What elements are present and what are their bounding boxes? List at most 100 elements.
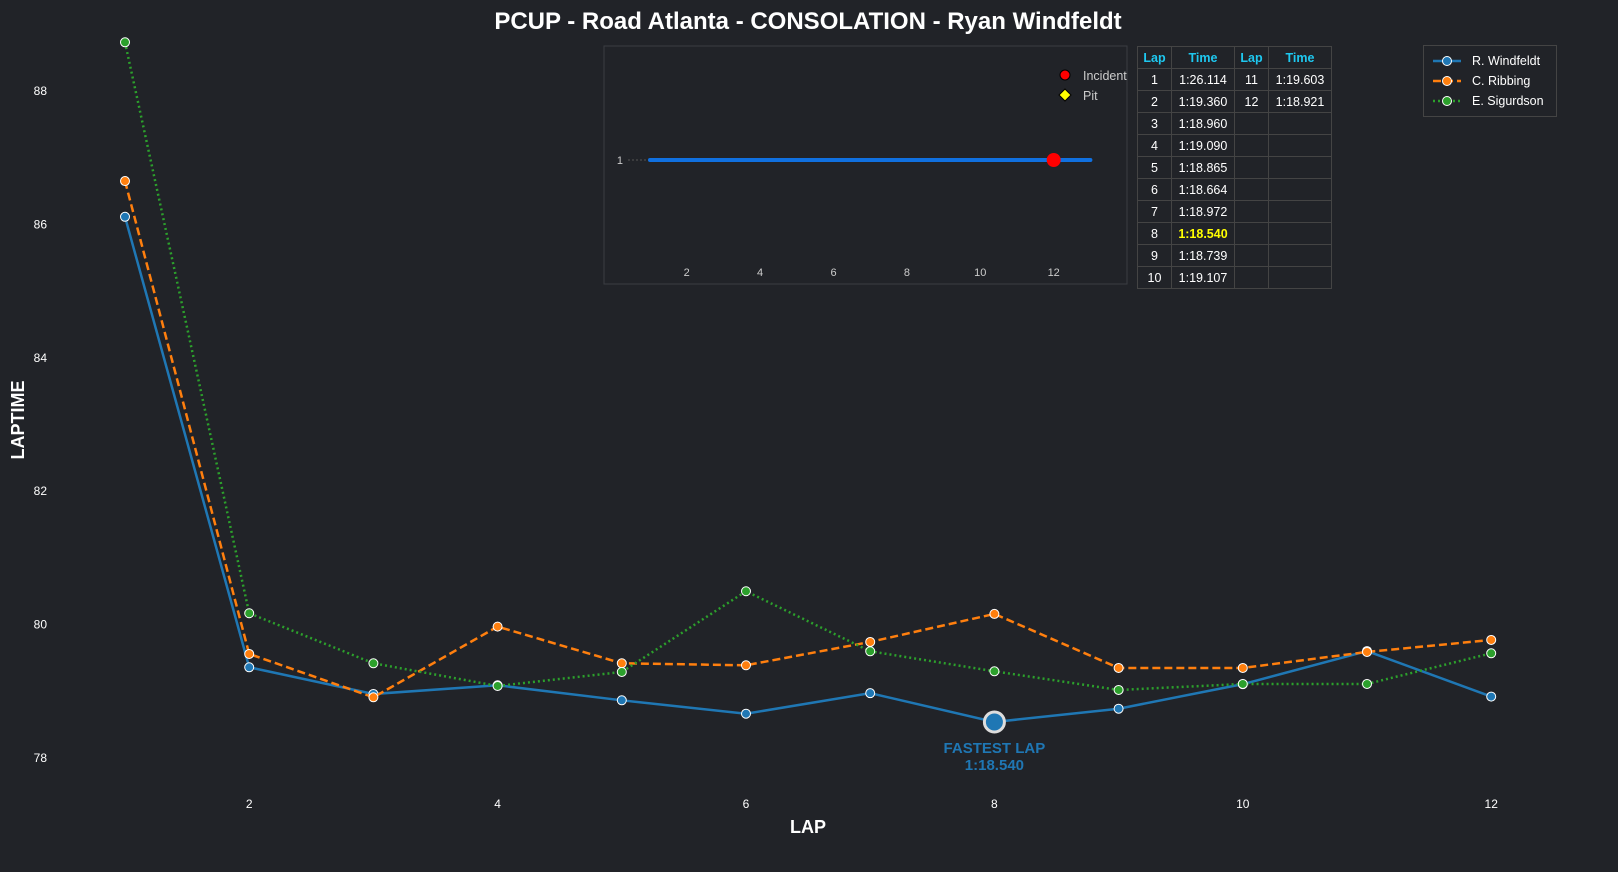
data-point — [1486, 691, 1497, 702]
y-tick-label: 86 — [34, 217, 48, 231]
inset-x-tick: 4 — [757, 267, 763, 279]
table-cell: 1 — [1137, 68, 1172, 91]
legend-line-icon — [1433, 96, 1461, 106]
legend-label: C. Ribbing — [1472, 74, 1531, 88]
table-row: 10 1:19.107 — [1137, 266, 1332, 289]
legend-line-icon — [1433, 76, 1461, 86]
table-row: 9 1:18.739 — [1137, 244, 1332, 267]
inset-frame — [603, 45, 1128, 285]
series-line-0 — [123, 216, 1492, 724]
series-line-1 — [123, 180, 1492, 699]
data-point — [865, 688, 876, 699]
table-cell: 9 — [1137, 244, 1172, 267]
y-tick-label: 84 — [34, 351, 48, 365]
x-tick-label: 12 — [1485, 797, 1499, 811]
table-cell — [1268, 244, 1332, 267]
x-tick-label: 10 — [1236, 797, 1250, 811]
data-point — [741, 586, 751, 597]
table-cell — [1268, 222, 1332, 245]
data-point — [1362, 646, 1372, 657]
table-cell — [1234, 134, 1269, 157]
table-cell — [1268, 112, 1332, 135]
column-header: Time — [1171, 46, 1235, 69]
table-cell: 1:19.107 — [1171, 266, 1235, 289]
table-cell: 1:18.972 — [1171, 200, 1235, 223]
x-tick-label: 6 — [743, 797, 750, 811]
table-cell — [1234, 244, 1269, 267]
x-tick-label: 4 — [494, 797, 501, 811]
legend-item: E. Sigurdson — [1432, 91, 1544, 111]
table-cell — [1234, 178, 1269, 201]
table-cell — [1268, 200, 1332, 223]
data-point — [1113, 662, 1124, 673]
table-row: 7 1:18.972 — [1137, 200, 1332, 223]
data-point — [492, 680, 503, 691]
table-cell — [1234, 222, 1269, 245]
legend: R. Windfeldt C. Ribbing E. Sigurdson — [1423, 45, 1557, 117]
table-cell: 12 — [1234, 90, 1269, 113]
table-cell: 10 — [1137, 266, 1172, 289]
table-cell: 1:18.540 — [1171, 222, 1235, 245]
x-tick-label: 2 — [246, 797, 253, 811]
table-row: 2 1:19.360 12 1:18.921 — [1137, 90, 1332, 113]
pit-legend-icon — [1058, 88, 1072, 102]
fastest-lap-label: FASTEST LAP — [944, 740, 1046, 757]
data-point — [492, 621, 503, 632]
inset-legend-label: Pit — [1083, 89, 1098, 103]
legend-label: R. Windfeldt — [1472, 54, 1541, 68]
data-point — [120, 211, 130, 222]
table-cell — [1268, 156, 1332, 179]
inset-legend-label: Incident — [1083, 69, 1127, 83]
data-point — [244, 662, 255, 673]
table-cell: 1:26.114 — [1171, 68, 1235, 91]
data-point — [616, 695, 627, 706]
y-tick-label: 82 — [34, 484, 48, 498]
table-header-row: Lap Time Lap Time — [1137, 46, 1332, 69]
table-cell — [1268, 134, 1332, 157]
table-cell: 1:19.090 — [1171, 134, 1235, 157]
column-header: Time — [1268, 46, 1332, 69]
table-cell: 5 — [1137, 156, 1172, 179]
incident-legend-icon — [1059, 69, 1071, 81]
data-point — [741, 660, 751, 671]
inset-x-tick: 8 — [904, 267, 910, 279]
table-row: 6 1:18.664 — [1137, 178, 1332, 201]
inset-x-tick: 10 — [974, 267, 986, 279]
column-header: Lap — [1234, 46, 1269, 69]
table-row: 3 1:18.960 — [1137, 112, 1332, 135]
table-cell: 3 — [1137, 112, 1172, 135]
chart-title: PCUP - Road Atlanta - CONSOLATION - Ryan… — [494, 8, 1121, 35]
table-cell: 11 — [1234, 68, 1269, 91]
table-cell — [1268, 266, 1332, 289]
data-point — [244, 648, 255, 659]
fastest-lap-time: 1:18.540 — [965, 757, 1024, 774]
table-cell: 1:18.960 — [1171, 112, 1235, 135]
column-header: Lap — [1137, 46, 1172, 69]
data-point — [368, 658, 379, 669]
data-point — [1486, 648, 1497, 659]
table-cell: 1:18.921 — [1268, 90, 1332, 113]
data-point — [368, 692, 379, 703]
table-cell — [1268, 178, 1332, 201]
legend-line-icon — [1433, 56, 1461, 66]
table-row: 1 1:26.114 11 1:19.603 — [1137, 68, 1332, 91]
series-line-2 — [123, 42, 1492, 692]
data-point — [1113, 684, 1124, 695]
table-cell: 4 — [1137, 134, 1172, 157]
data-point — [865, 636, 876, 647]
data-point — [616, 658, 627, 669]
table-cell — [1234, 200, 1269, 223]
legend-label: E. Sigurdson — [1472, 94, 1544, 108]
inset-x-tick: 2 — [684, 267, 690, 279]
data-point — [1486, 634, 1497, 645]
table-row: 4 1:19.090 — [1137, 134, 1332, 157]
table-cell: 6 — [1137, 178, 1172, 201]
data-point — [989, 666, 1000, 677]
data-point — [741, 708, 751, 719]
inset-y-tick: 1 — [617, 155, 623, 167]
table-cell: 8 — [1137, 222, 1172, 245]
table-cell: 7 — [1137, 200, 1172, 223]
data-point — [244, 608, 255, 619]
inset-x-tick: 6 — [830, 267, 836, 279]
